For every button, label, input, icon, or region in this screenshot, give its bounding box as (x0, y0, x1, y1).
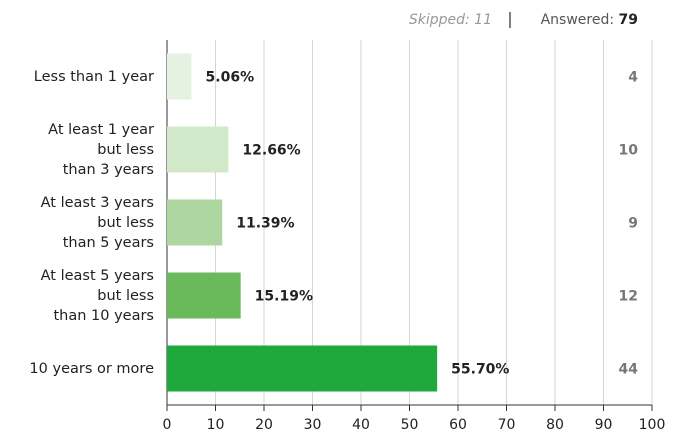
x-tick-label: 0 (163, 417, 172, 433)
x-tick-label: 90 (595, 417, 613, 433)
category-label: At least 3 years but less than 5 years (40, 194, 154, 251)
value-label: 11.39% (236, 216, 294, 232)
x-tick-label: 100 (639, 417, 666, 433)
skipped: Skipped: 11 (409, 12, 492, 28)
x-tick-label: 60 (449, 417, 467, 433)
count: 10 (619, 143, 639, 159)
bar (167, 199, 223, 246)
x-tick-label: 80 (546, 417, 564, 433)
count: 4 (628, 70, 638, 86)
bar (167, 345, 438, 392)
count: 44 (619, 362, 639, 378)
category-label: At least 5 years but less than 10 years (40, 267, 154, 324)
count: 9 (628, 216, 638, 232)
value-label: 15.19% (255, 289, 313, 305)
skipped-value: 11 (474, 12, 492, 28)
x-tick-label: 50 (401, 417, 419, 433)
bar (167, 53, 192, 100)
value-label: 12.66% (242, 143, 300, 159)
x-tick-label: 20 (255, 417, 273, 433)
x-tick-label: 30 (304, 417, 322, 433)
answered-label: Answered: (541, 12, 614, 28)
count: 12 (619, 289, 638, 305)
value-label: 5.06% (206, 70, 255, 86)
x-tick-label: 10 (207, 417, 225, 433)
category-label: At least 1 year but less than 3 years (48, 121, 154, 178)
category-label: 10 years or more (29, 360, 154, 377)
value-label: 55.70% (451, 362, 509, 378)
x-tick-label: 70 (498, 417, 516, 433)
x-tick-label: 40 (352, 417, 370, 433)
category-label: Less than 1 year (33, 68, 154, 85)
answered: Answered: 79 (541, 12, 638, 28)
skipped-label: Skipped: (409, 12, 470, 28)
bar (167, 126, 229, 173)
answered-value: 79 (619, 12, 638, 28)
bar (167, 272, 241, 319)
